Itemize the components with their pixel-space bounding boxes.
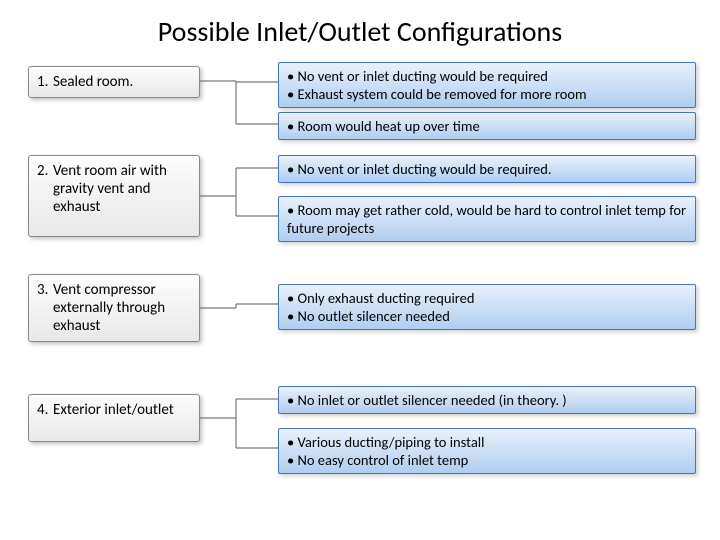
page-title: Possible Inlet/Outlet Configurations xyxy=(0,0,720,57)
option-number: 4. xyxy=(37,401,53,419)
config-option-3: 3.Vent compressor externally through exh… xyxy=(28,274,200,342)
config-option-1: 1.Sealed room. xyxy=(28,66,200,98)
connector-bracket xyxy=(200,164,278,220)
option-label: Exterior inlet/outlet xyxy=(53,401,187,419)
note-box: • Various ducting/piping to install• No … xyxy=(278,428,696,474)
note-bullet: • No outlet silencer needed xyxy=(287,307,687,325)
config-option-2: 2.Vent room air with gravity vent and ex… xyxy=(28,155,200,237)
note-bullet: • Exhaust system could be removed for mo… xyxy=(287,85,687,103)
note-box: • No vent or inlet ducting would be requ… xyxy=(278,62,696,108)
note-box: • Room may get rather cold, would be har… xyxy=(278,196,696,242)
connector-bracket xyxy=(200,300,278,312)
note-box: • No vent or inlet ducting would be requ… xyxy=(278,155,696,183)
note-box: • Room would heat up over time xyxy=(278,112,696,140)
option-number: 3. xyxy=(37,281,53,299)
note-box: • Only exhaust ducting required• No outl… xyxy=(278,284,696,330)
config-option-4: 4.Exterior inlet/outlet xyxy=(28,394,200,442)
option-label: Vent compressor externally through exhau… xyxy=(53,281,187,335)
note-bullet: • Room would heat up over time xyxy=(287,117,687,135)
note-bullet: • No vent or inlet ducting would be requ… xyxy=(287,67,687,85)
note-bullet: • Various ducting/piping to install xyxy=(287,433,687,451)
connector-bracket xyxy=(200,395,278,452)
option-label: Vent room air with gravity vent and exha… xyxy=(53,162,187,216)
note-bullet: • Room may get rather cold, would be har… xyxy=(287,201,687,237)
note-box: • No inlet or outlet silencer needed (in… xyxy=(278,386,696,414)
option-number: 2. xyxy=(37,162,53,180)
connector-bracket xyxy=(200,77,278,128)
option-number: 1. xyxy=(37,73,53,91)
option-label: Sealed room. xyxy=(53,73,187,91)
note-bullet: • No easy control of inlet temp xyxy=(287,451,687,469)
note-bullet: • Only exhaust ducting required xyxy=(287,289,687,307)
note-bullet: • No inlet or outlet silencer needed (in… xyxy=(287,391,687,409)
note-bullet: • No vent or inlet ducting would be requ… xyxy=(287,160,687,178)
